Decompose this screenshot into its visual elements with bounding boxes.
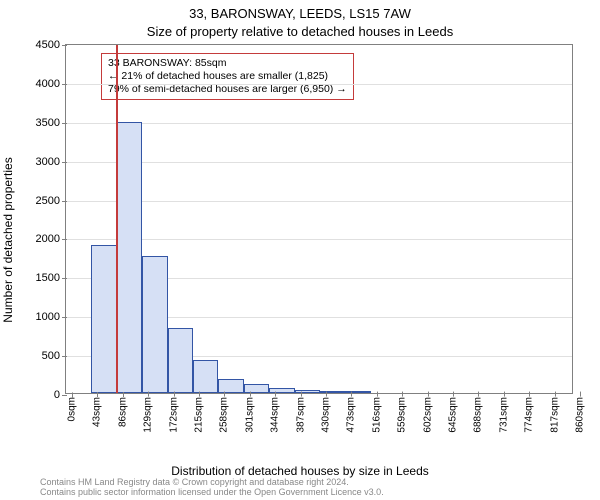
x-tick-label: 86sqm — [117, 397, 128, 427]
y-tick-label: 500 — [42, 350, 66, 362]
x-tick-label: 688sqm — [473, 397, 484, 433]
x-tick-label: 473sqm — [346, 397, 357, 433]
y-tick-label: 2000 — [36, 233, 66, 245]
gridline-h — [66, 84, 572, 85]
y-tick-label: 0 — [54, 389, 66, 401]
x-tick-label: 387sqm — [295, 397, 306, 433]
x-tick-label: 301sqm — [244, 397, 255, 433]
y-tick-label: 3000 — [36, 156, 66, 168]
y-tick-label: 1500 — [36, 272, 66, 284]
x-tick-label: 430sqm — [321, 397, 332, 433]
annotation-box: 33 BARONSWAY: 85sqm ← 21% of detached ho… — [101, 53, 354, 100]
x-tick-label: 602sqm — [422, 397, 433, 433]
chart-title-address: 33, BARONSWAY, LEEDS, LS15 7AW — [0, 6, 600, 21]
x-tick-label: 0sqm — [67, 397, 78, 421]
y-tick-label: 4500 — [36, 39, 66, 51]
x-tick-label: 516sqm — [371, 397, 382, 433]
reference-line — [116, 45, 118, 393]
x-tick-label: 215sqm — [194, 397, 205, 433]
x-tick-label: 731sqm — [498, 397, 509, 433]
histogram-bar — [168, 328, 193, 393]
chart-title-subtitle: Size of property relative to detached ho… — [0, 24, 600, 39]
x-tick-label: 774sqm — [524, 397, 535, 433]
footer-attribution: Contains HM Land Registry data © Crown c… — [40, 478, 600, 498]
y-tick-label: 4000 — [36, 78, 66, 90]
histogram-bar — [142, 256, 167, 393]
histogram-bar — [345, 391, 370, 393]
y-tick-label: 3500 — [36, 117, 66, 129]
histogram-bar — [218, 379, 243, 393]
x-tick-label: 645sqm — [448, 397, 459, 433]
histogram-bar — [320, 391, 345, 393]
x-tick-label: 559sqm — [397, 397, 408, 433]
plot-area: 33 BARONSWAY: 85sqm ← 21% of detached ho… — [65, 44, 573, 394]
histogram-bar — [193, 360, 218, 393]
annotation-line-2: ← 21% of detached houses are smaller (1,… — [108, 70, 347, 83]
histogram-bar — [91, 245, 116, 393]
histogram-chart: 33, BARONSWAY, LEEDS, LS15 7AW Size of p… — [0, 0, 600, 500]
x-tick-label: 172sqm — [168, 397, 179, 433]
histogram-bar — [117, 122, 142, 393]
x-tick-label: 817sqm — [549, 397, 560, 433]
x-tick-label: 344sqm — [270, 397, 281, 433]
x-tick-label: 129sqm — [143, 397, 154, 433]
x-tick-label: 860sqm — [575, 397, 586, 433]
y-tick-label: 1000 — [36, 311, 66, 323]
histogram-bar — [295, 390, 320, 393]
footer-line-2: Contains public sector information licen… — [40, 488, 600, 498]
x-tick-label: 258sqm — [219, 397, 230, 433]
x-axis-label: Distribution of detached houses by size … — [0, 464, 600, 478]
annotation-line-1: 33 BARONSWAY: 85sqm — [108, 57, 347, 70]
y-axis-label: Number of detached properties — [1, 157, 15, 322]
x-tick-label: 43sqm — [92, 397, 103, 427]
histogram-bar — [244, 384, 269, 393]
histogram-bar — [269, 388, 294, 393]
annotation-line-3: 79% of semi-detached houses are larger (… — [108, 83, 347, 96]
y-tick-label: 2500 — [36, 195, 66, 207]
